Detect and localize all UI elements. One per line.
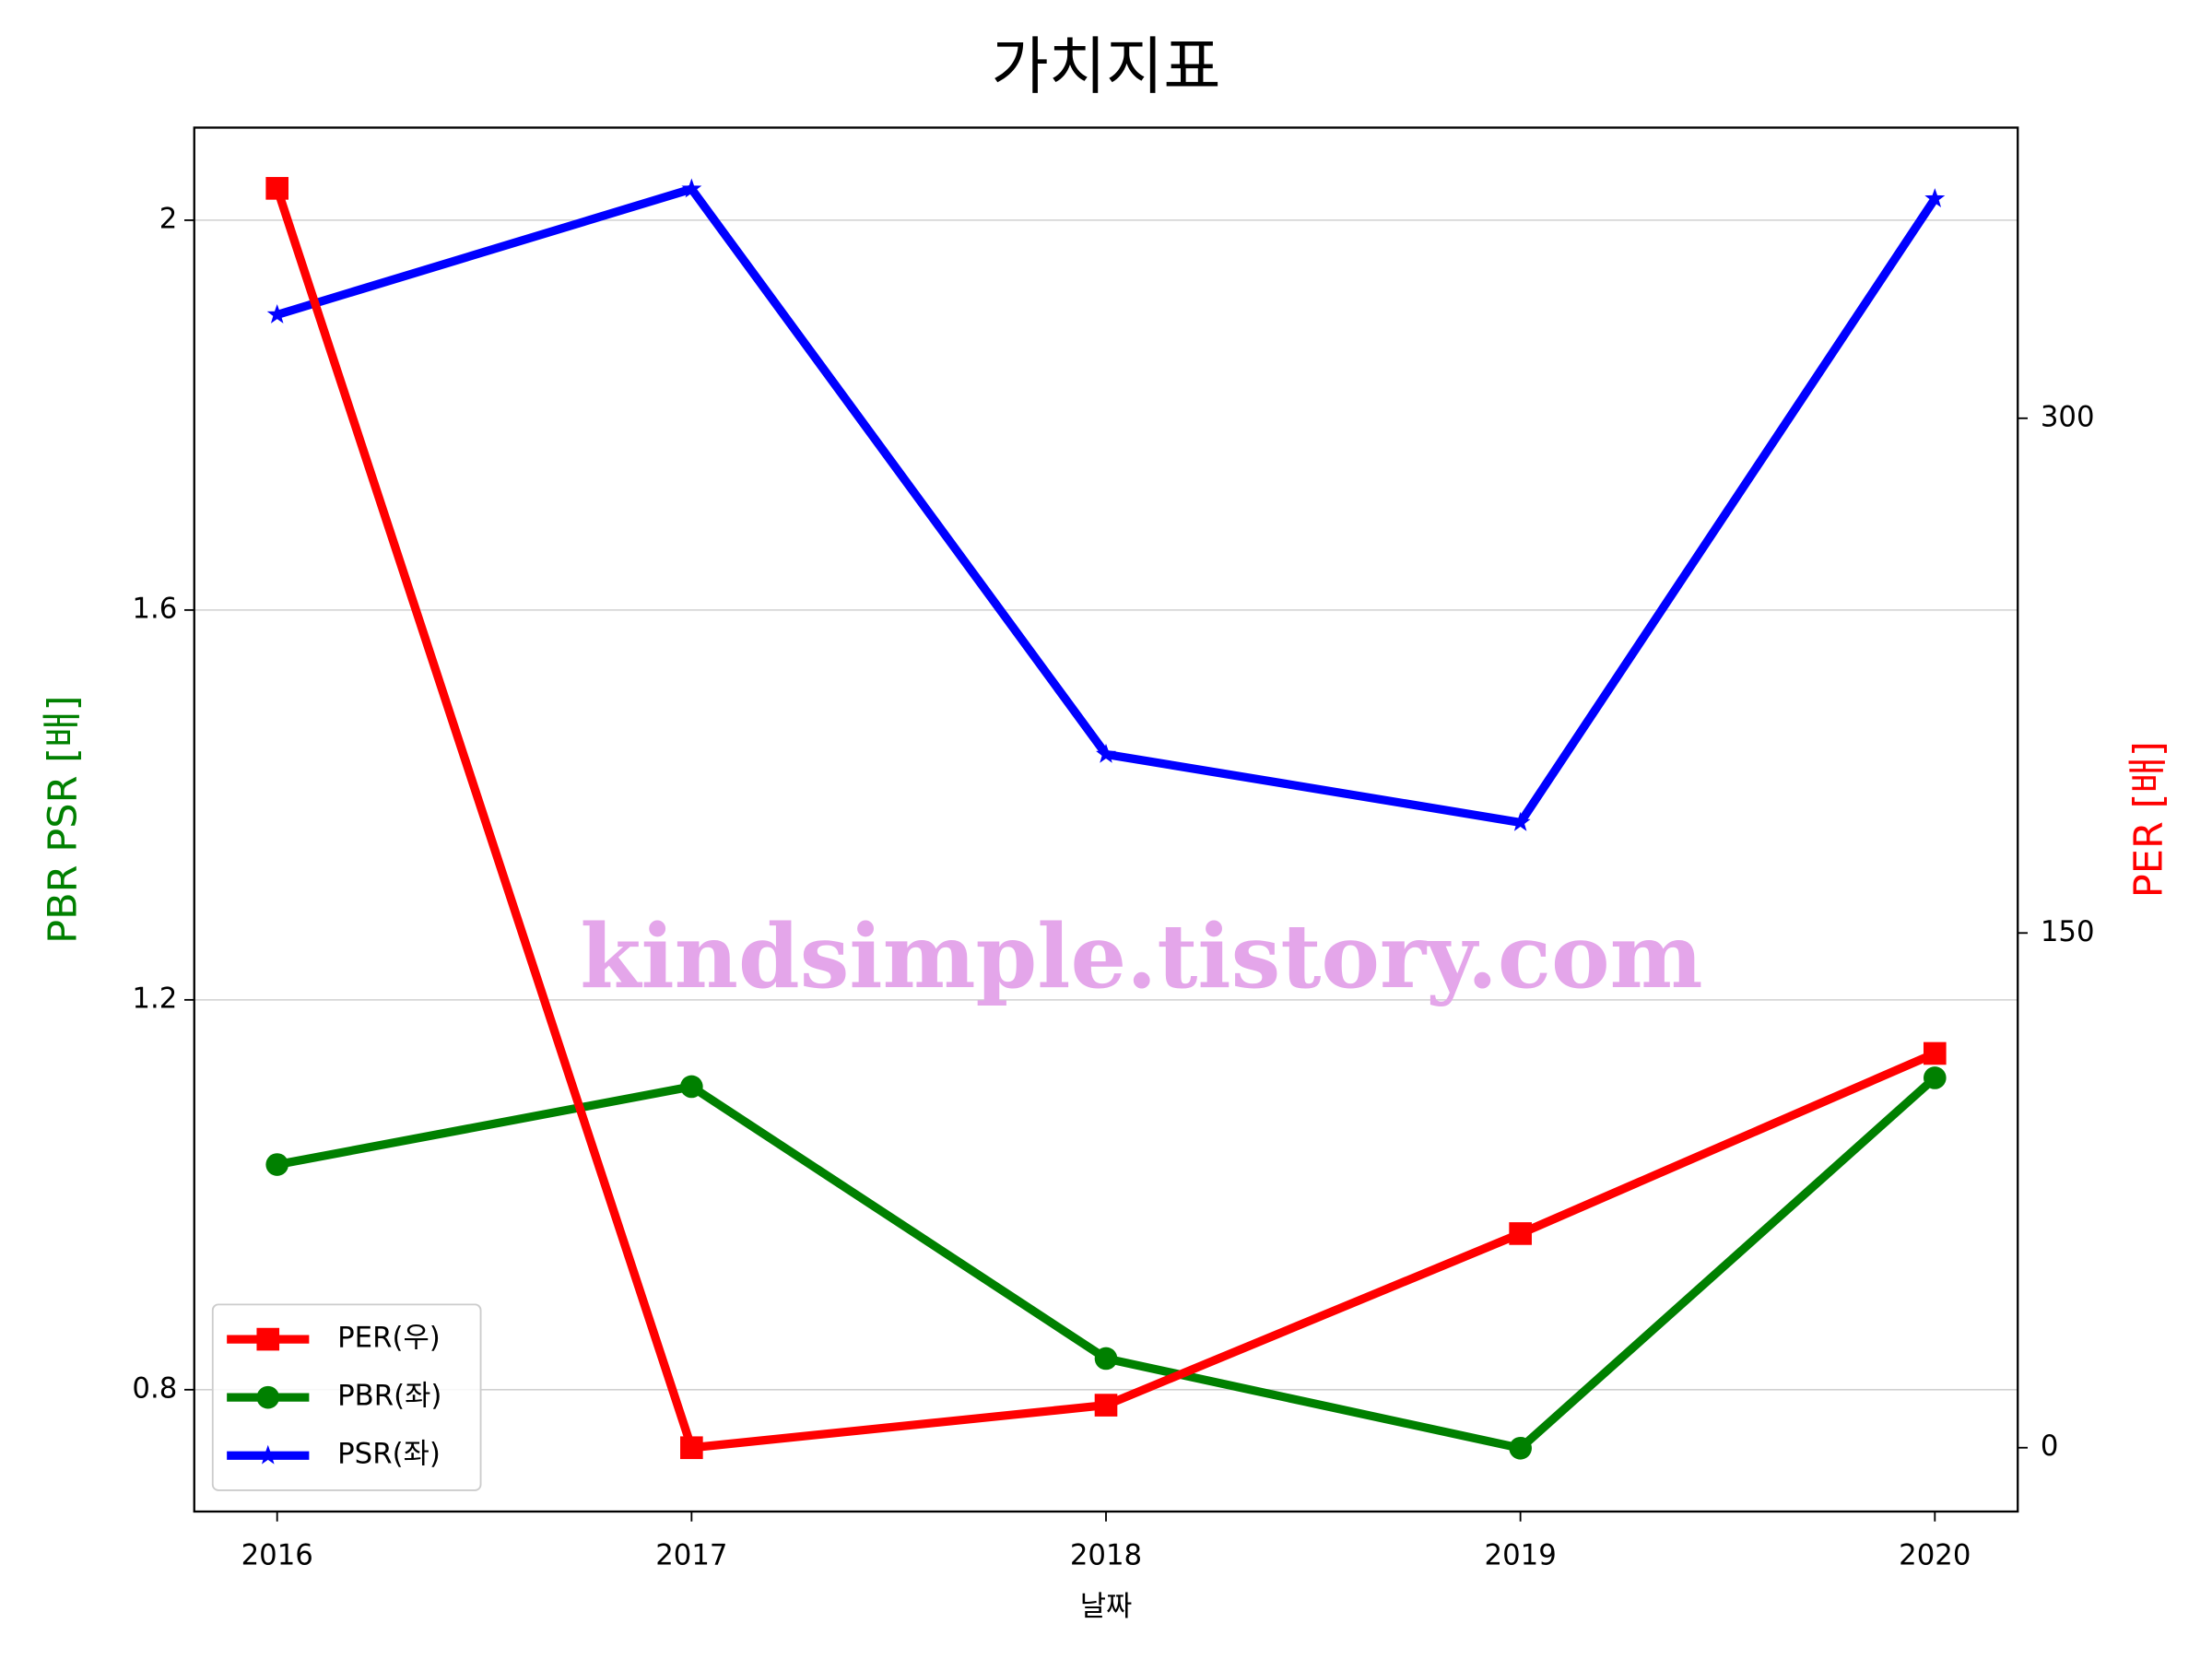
marker	[680, 1436, 703, 1460]
legend-label: PBR(좌)	[337, 1380, 441, 1413]
y2-tick-label: 150	[2041, 915, 2095, 948]
x-axis-label: 날짜	[1080, 1590, 1133, 1623]
y2-tick-label: 0	[2041, 1430, 2059, 1463]
legend: PER(우) PBR(좌) PSR(좌)	[211, 1303, 482, 1491]
y2-axis-label: PER [배]	[2125, 741, 2171, 898]
y2-tick-label: 300	[2041, 400, 2095, 433]
marker	[265, 1153, 289, 1176]
marker	[266, 303, 288, 324]
legend-label: PSR(좌)	[337, 1438, 441, 1471]
x-tick-label: 2018	[1070, 1539, 1142, 1572]
y-axis-label: PBR PSR [배]	[40, 696, 86, 944]
watermark: kindsimple.tistory.com	[580, 905, 1702, 1008]
legend-box	[211, 1303, 482, 1491]
chart-title: 가치지표	[991, 29, 1220, 102]
legend-marker	[256, 1327, 280, 1351]
legend-marker	[256, 1385, 280, 1409]
legend-marker	[257, 1444, 278, 1465]
marker	[681, 178, 702, 198]
marker	[1094, 1347, 1118, 1371]
marker	[1509, 1436, 1532, 1460]
marker	[1096, 743, 1116, 763]
marker	[1923, 1041, 1947, 1065]
y-tick-label: 1.6	[132, 592, 177, 625]
marker	[1509, 1222, 1532, 1245]
x-tick-label: 2017	[655, 1539, 727, 1572]
y-tick-label: 0.8	[132, 1371, 177, 1405]
marker	[1924, 188, 1946, 207]
x-tick-label: 2016	[241, 1539, 313, 1572]
y-tick-label: 2	[159, 202, 178, 235]
marker	[1923, 1066, 1947, 1089]
x-tick-label: 2019	[1485, 1539, 1557, 1572]
marker	[680, 1075, 703, 1099]
legend-label: PER(우)	[337, 1322, 441, 1355]
y-tick-label: 1.2	[132, 982, 177, 1015]
marker	[1510, 811, 1531, 831]
marker	[265, 177, 289, 200]
x-tick-label: 2020	[1899, 1539, 1971, 1572]
plot-frame	[193, 126, 2019, 1513]
marker	[1094, 1394, 1118, 1417]
